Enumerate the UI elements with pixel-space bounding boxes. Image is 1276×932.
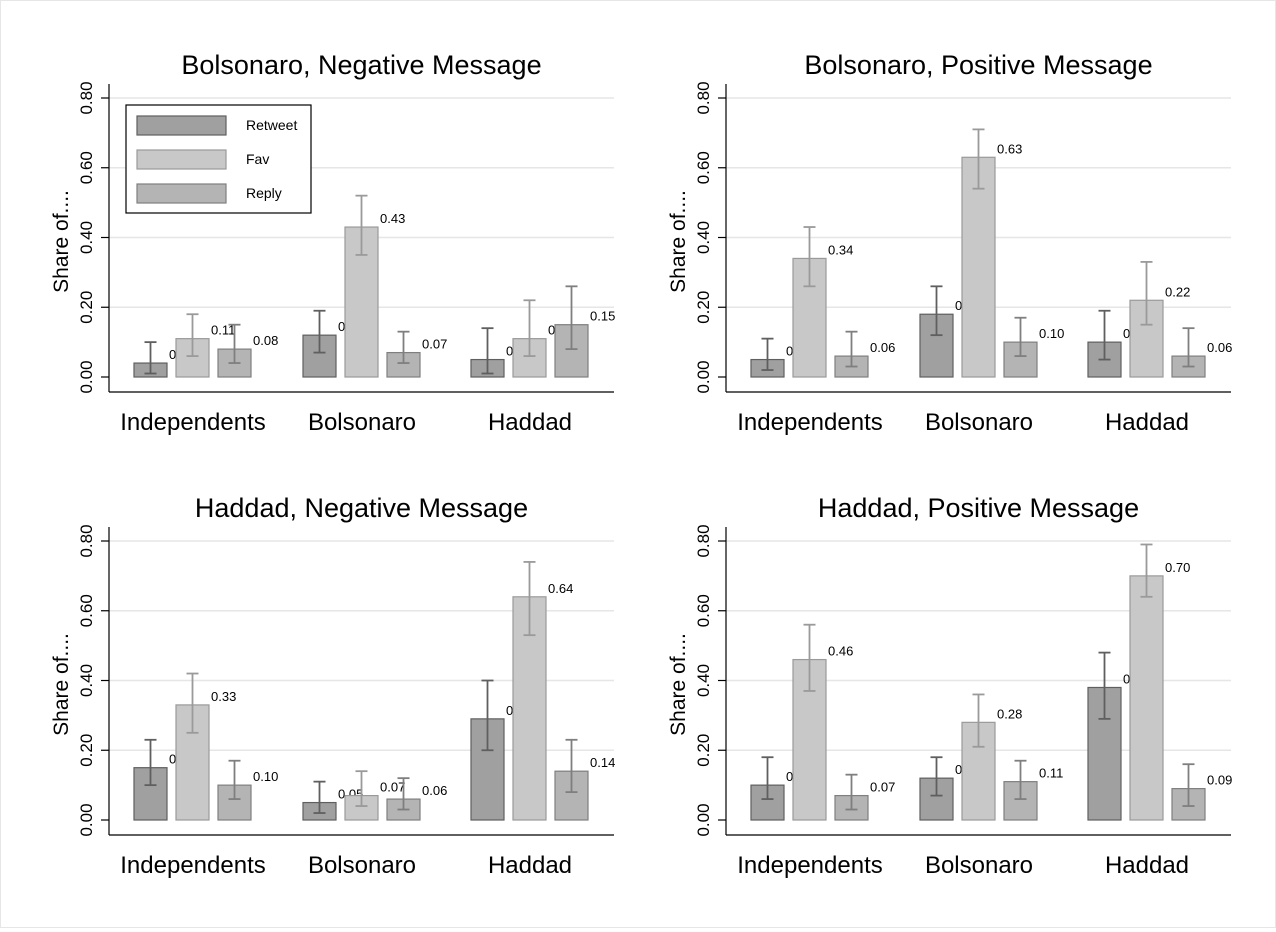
y-tick-label: 0.20 bbox=[77, 734, 96, 767]
data-label: 0.64 bbox=[548, 581, 573, 596]
data-label: 0.43 bbox=[380, 211, 405, 226]
y-tick-label: 0.60 bbox=[694, 594, 713, 627]
y-tick-label: 0.20 bbox=[77, 291, 96, 324]
x-tick-label: Independents bbox=[737, 409, 882, 436]
data-label: 0.14 bbox=[590, 755, 615, 770]
data-label: 0.09 bbox=[1207, 773, 1232, 788]
chart-title: Bolsonaro, Negative Message bbox=[181, 50, 541, 80]
x-tick-label: Bolsonaro bbox=[308, 409, 416, 436]
x-tick-label: Bolsonaro bbox=[925, 409, 1033, 436]
y-tick-label: 0.40 bbox=[77, 221, 96, 254]
bar-fav-bolsonaro bbox=[961, 156, 996, 378]
data-label: 0.11 bbox=[1039, 766, 1063, 781]
chart-title: Haddad, Negative Message bbox=[195, 493, 528, 523]
data-label: 0.15 bbox=[590, 309, 615, 324]
y-tick-label: 0.40 bbox=[694, 664, 713, 697]
y-tick-label: 0.80 bbox=[77, 81, 96, 114]
legend-label-reply: Reply bbox=[246, 185, 282, 201]
y-tick-label: 0.60 bbox=[694, 151, 713, 184]
y-tick-label: 0.80 bbox=[77, 524, 96, 557]
y-tick-label: 0.00 bbox=[77, 360, 96, 393]
y-tick-label: 0.20 bbox=[694, 291, 713, 324]
data-label: 0.10 bbox=[1039, 326, 1064, 341]
data-label: 0.33 bbox=[211, 689, 236, 704]
y-tick-label: 0.00 bbox=[694, 803, 713, 836]
data-label: 0.07 bbox=[422, 337, 447, 352]
y-tick-label: 0.20 bbox=[694, 734, 713, 767]
x-tick-label: Bolsonaro bbox=[308, 852, 416, 879]
x-tick-label: Independents bbox=[120, 409, 265, 436]
chart-panel-1: Bolsonaro, Negative Message 0.00 0.20 0.40 0… bbox=[50, 50, 615, 436]
x-tick-label: Bolsonaro bbox=[925, 852, 1033, 879]
data-label: 0.06 bbox=[870, 340, 895, 355]
data-label: 0.46 bbox=[828, 644, 853, 659]
data-label: 0.08 bbox=[253, 333, 278, 348]
y-axis-label: Share of.... bbox=[50, 190, 73, 293]
x-tick-label: Haddad bbox=[1105, 409, 1189, 436]
y-axis-label: Share of.... bbox=[667, 633, 690, 736]
y-tick-label: 0.40 bbox=[694, 221, 713, 254]
data-label: 0.34 bbox=[828, 242, 853, 257]
legend-label-retweet: Retweet bbox=[246, 117, 297, 133]
legend-swatch-reply bbox=[136, 183, 227, 204]
chart-title: Haddad, Positive Message bbox=[818, 493, 1139, 523]
legend-label-fav: Fav bbox=[246, 151, 269, 167]
x-tick-label: Haddad bbox=[488, 852, 572, 879]
legend-swatch-fav bbox=[136, 149, 227, 170]
x-tick-label: Haddad bbox=[488, 409, 572, 436]
legend-swatch-retweet bbox=[136, 115, 227, 136]
data-label: 0.07 bbox=[380, 780, 405, 795]
y-tick-label: 0.60 bbox=[77, 151, 96, 184]
chart-panel-3: Haddad, Negative Message 0.00 0.20 0.40 0.60… bbox=[50, 493, 615, 879]
data-label: 0.11 bbox=[211, 323, 235, 338]
data-label: 0.06 bbox=[422, 783, 447, 798]
data-label: 0.07 bbox=[870, 780, 895, 795]
y-axis-label: Share of.... bbox=[50, 633, 73, 736]
data-label: 0.10 bbox=[253, 769, 278, 784]
bar-reply-haddad bbox=[554, 770, 589, 821]
x-tick-label: Haddad bbox=[1105, 852, 1189, 879]
bar-fav-haddad bbox=[1129, 575, 1164, 821]
data-label: 0.06 bbox=[1207, 340, 1232, 355]
x-tick-label: Independents bbox=[120, 852, 265, 879]
y-axis-label: Share of.... bbox=[667, 190, 690, 293]
bar-fav-independents bbox=[175, 338, 210, 378]
x-tick-label: Independents bbox=[737, 852, 882, 879]
data-label: 0.63 bbox=[997, 141, 1022, 156]
data-label: 0.22 bbox=[1165, 284, 1190, 299]
chart-panel-2: Bolsonaro, Positive Message 0.00 0.20 0.40 0… bbox=[667, 50, 1232, 436]
chart-panel-4: Haddad, Positive Message 0.00 0.20 0.40 0.60… bbox=[667, 493, 1232, 879]
legend: Retweet Fav Reply bbox=[125, 104, 312, 214]
chart-title: Bolsonaro, Positive Message bbox=[804, 50, 1152, 80]
y-tick-label: 0.00 bbox=[694, 360, 713, 393]
y-tick-label: 0.40 bbox=[77, 664, 96, 697]
y-tick-label: 0.80 bbox=[694, 524, 713, 557]
y-tick-label: 0.00 bbox=[77, 803, 96, 836]
y-tick-label: 0.60 bbox=[77, 594, 96, 627]
data-label: 0.28 bbox=[997, 706, 1022, 721]
y-tick-label: 0.80 bbox=[694, 81, 713, 114]
data-label: 0.70 bbox=[1165, 560, 1190, 575]
